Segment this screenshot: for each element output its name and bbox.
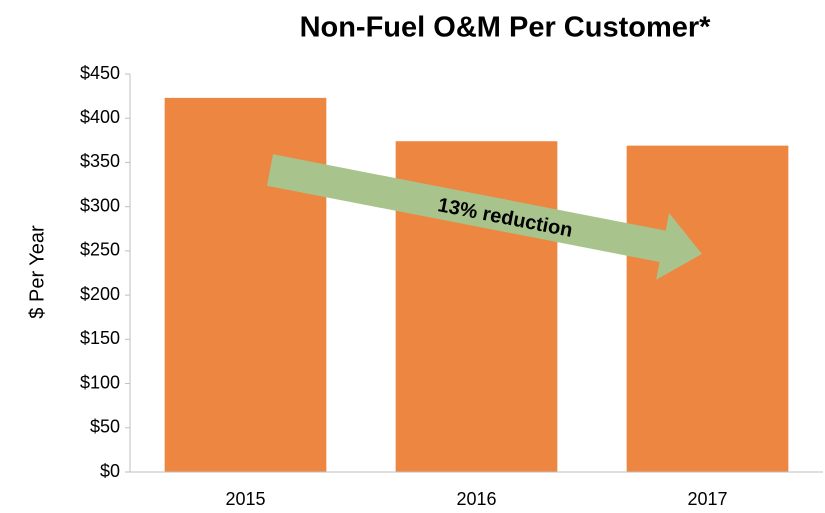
y-tick-label: $400 (80, 107, 120, 127)
y-tick-label: $100 (80, 372, 120, 392)
x-tick-label: 2017 (687, 489, 727, 509)
arrow-shape (266, 154, 702, 280)
y-axis-label: $ Per Year (26, 225, 48, 319)
chart-title: Non-Fuel O&M Per Customer* (300, 12, 712, 44)
y-tick-label: $150 (80, 328, 120, 348)
y-tick-label: $50 (90, 417, 120, 437)
x-tick-label: 2016 (456, 489, 496, 509)
y-tick-label: $0 (100, 461, 120, 481)
x-tick-label: 2015 (225, 489, 265, 509)
y-tick-label: $250 (80, 240, 120, 260)
y-tick-label: $450 (80, 63, 120, 83)
bar (626, 145, 789, 472)
y-tick-label: $350 (80, 151, 120, 171)
y-tick-label: $200 (80, 284, 120, 304)
y-tick-label: $300 (80, 195, 120, 215)
bar (164, 97, 327, 472)
